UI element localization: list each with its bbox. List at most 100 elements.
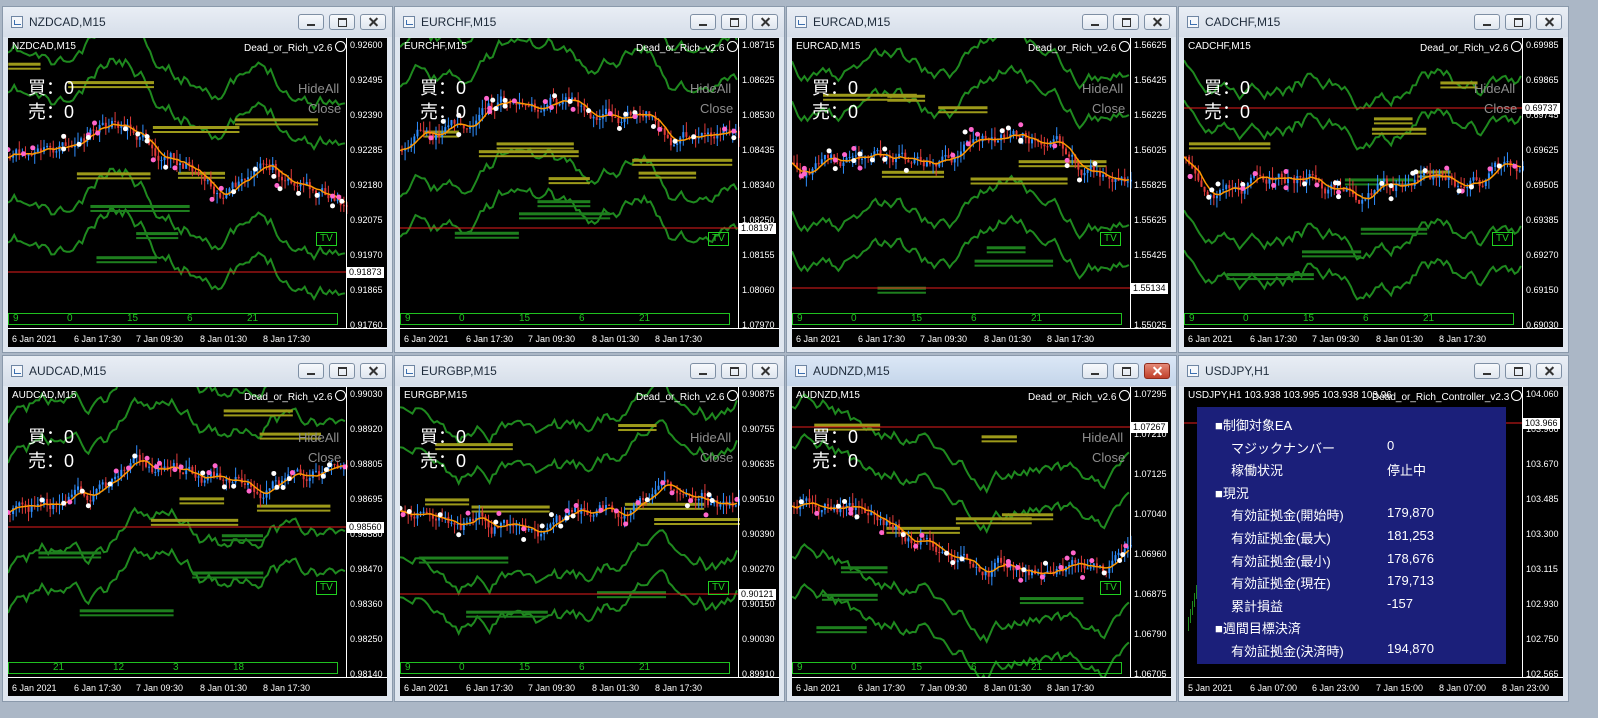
- chart-window[interactable]: CADCHF,M15 CADCHF,M15 Dead_or_Rich_v2.6 買：0…: [1178, 6, 1569, 353]
- hideall-button[interactable]: HideAll: [298, 81, 340, 96]
- close-positions-button[interactable]: Close: [700, 450, 734, 465]
- expert-advisor-label[interactable]: Dead_or_Rich_Controller_v2.3: [1372, 392, 1510, 403]
- price-scale[interactable]: 0.69985 0.69865 0.69745 0.69625 0.69505 0.693…: [1522, 38, 1563, 330]
- close-positions-button[interactable]: Close: [700, 101, 734, 116]
- chart-area[interactable]: EURCHF,M15 Dead_or_Rich_v2.6 買：0 売：0 HideAll…: [400, 38, 779, 347]
- price-scale[interactable]: 0.90875 0.90755 0.90635 0.90510 0.90390 0.902…: [738, 387, 779, 679]
- time-scale[interactable]: 6 Jan 2021 6 Jan 17:30 7 Jan 09:30 8 Jan 01…: [400, 677, 779, 696]
- hideall-button[interactable]: HideAll: [1474, 81, 1516, 96]
- tv-button[interactable]: TV: [316, 232, 337, 246]
- title-bar[interactable]: USDJPY,H1: [1179, 356, 1568, 386]
- tv-button[interactable]: TV: [708, 581, 729, 595]
- chart-window[interactable]: EURCHF,M15 EURCHF,M15 Dead_or_Rich_v2.6 買：0…: [394, 6, 785, 353]
- chart-area[interactable]: EURGBP,M15 Dead_or_Rich_v2.6 買：0 売：0 HideAll…: [400, 387, 779, 696]
- close-window-button[interactable]: [1144, 14, 1170, 30]
- maximize-button[interactable]: [1113, 363, 1139, 379]
- expert-advisor-label[interactable]: Dead_or_Rich_v2.6: [1028, 43, 1117, 54]
- time-scale[interactable]: 6 Jan 2021 6 Jan 17:30 7 Jan 09:30 8 Jan 01…: [400, 328, 779, 347]
- close-positions-button[interactable]: Close: [1092, 101, 1126, 116]
- chart-window[interactable]: EURCAD,M15 EURCAD,M15 Dead_or_Rich_v2.6 買：0…: [786, 6, 1177, 353]
- chart-area[interactable]: AUDCAD,M15 Dead_or_Rich_v2.6 買：0 売：0 HideAll…: [8, 387, 387, 696]
- close-positions-button[interactable]: Close: [1484, 101, 1518, 116]
- plot-area[interactable]: USDJPY,H1 103.938 103.995 103.938 103.96…: [1184, 387, 1524, 677]
- expert-advisor-label[interactable]: Dead_or_Rich_v2.6: [1420, 43, 1509, 54]
- price-scale[interactable]: 0.99030 0.98920 0.98805 0.98695 0.98580 0.984…: [346, 387, 387, 679]
- title-bar[interactable]: NZDCAD,M15: [3, 7, 392, 37]
- minimize-button[interactable]: [1082, 14, 1108, 30]
- minimize-button[interactable]: [1082, 363, 1108, 379]
- close-window-button[interactable]: [360, 363, 386, 379]
- title-bar[interactable]: EURGBP,M15: [395, 356, 784, 386]
- time-scale[interactable]: 6 Jan 2021 6 Jan 17:30 7 Jan 09:30 8 Jan 01…: [1184, 328, 1563, 347]
- close-window-button[interactable]: [1144, 363, 1170, 379]
- price-scale[interactable]: 104.060 103.966 103.670 103.485 103.300 103.1…: [1522, 387, 1563, 679]
- hideall-button[interactable]: HideAll: [298, 430, 340, 445]
- minimize-button[interactable]: [298, 363, 324, 379]
- plot-area[interactable]: NZDCAD,M15 Dead_or_Rich_v2.6 買：0 売：0 HideAll…: [8, 38, 348, 328]
- expert-advisor-label[interactable]: Dead_or_Rich_v2.6: [636, 43, 725, 54]
- title-bar[interactable]: EURCHF,M15: [395, 7, 784, 37]
- chart-window[interactable]: AUDNZD,M15 AUDNZD,M15 Dead_or_Rich_v2.6 買：0…: [786, 355, 1177, 702]
- title-bar[interactable]: EURCAD,M15: [787, 7, 1176, 37]
- plot-area[interactable]: AUDCAD,M15 Dead_or_Rich_v2.6 買：0 売：0 HideAll…: [8, 387, 348, 677]
- maximize-button[interactable]: [1113, 14, 1139, 30]
- expert-advisor-label[interactable]: Dead_or_Rich_v2.6: [244, 43, 333, 54]
- maximize-button[interactable]: [721, 363, 747, 379]
- close-window-button[interactable]: [752, 363, 778, 379]
- hideall-button[interactable]: HideAll: [1082, 430, 1124, 445]
- minimize-button[interactable]: [1474, 363, 1500, 379]
- close-positions-button[interactable]: Close: [1092, 450, 1126, 465]
- maximize-button[interactable]: [329, 14, 355, 30]
- maximize-button[interactable]: [1505, 14, 1531, 30]
- close-positions-button[interactable]: Close: [308, 101, 342, 116]
- plot-area[interactable]: EURCAD,M15 Dead_or_Rich_v2.6 買：0 売：0 HideAll…: [792, 38, 1132, 328]
- chart-window[interactable]: EURGBP,M15 EURGBP,M15 Dead_or_Rich_v2.6 買：0…: [394, 355, 785, 702]
- plot-area[interactable]: EURGBP,M15 Dead_or_Rich_v2.6 買：0 売：0 HideAll…: [400, 387, 740, 677]
- price-scale[interactable]: 0.92600 0.92495 0.92390 0.92285 0.92180 0.920…: [346, 38, 387, 330]
- time-scale[interactable]: 6 Jan 2021 6 Jan 17:30 7 Jan 09:30 8 Jan 01…: [792, 677, 1171, 696]
- price-scale[interactable]: 1.56625 1.56425 1.56225 1.56025 1.55825 1.556…: [1130, 38, 1171, 330]
- close-positions-button[interactable]: Close: [308, 450, 342, 465]
- price-scale[interactable]: 1.08715 1.08625 1.08530 1.08435 1.08340 1.082…: [738, 38, 779, 330]
- minimize-button[interactable]: [1474, 14, 1500, 30]
- title-bar[interactable]: CADCHF,M15: [1179, 7, 1568, 37]
- expert-advisor-label[interactable]: Dead_or_Rich_v2.6: [636, 392, 725, 403]
- time-scale[interactable]: 6 Jan 2021 6 Jan 17:30 7 Jan 09:30 8 Jan 01…: [792, 328, 1171, 347]
- chart-area[interactable]: AUDNZD,M15 Dead_or_Rich_v2.6 買：0 売：0 HideAll…: [792, 387, 1171, 696]
- minimize-button[interactable]: [298, 14, 324, 30]
- tv-button[interactable]: TV: [1100, 232, 1121, 246]
- maximize-button[interactable]: [721, 14, 747, 30]
- chart-area[interactable]: USDJPY,H1 103.938 103.995 103.938 103.96…: [1184, 387, 1563, 696]
- minimize-button[interactable]: [690, 363, 716, 379]
- chart-window[interactable]: AUDCAD,M15 AUDCAD,M15 Dead_or_Rich_v2.6 買：0…: [2, 355, 393, 702]
- plot-area[interactable]: CADCHF,M15 Dead_or_Rich_v2.6 買：0 売：0 HideAll…: [1184, 38, 1524, 328]
- time-scale[interactable]: 5 Jan 2021 6 Jan 07:00 6 Jan 23:00 7 Jan 15…: [1184, 677, 1563, 696]
- tv-button[interactable]: TV: [316, 581, 337, 595]
- chart-area[interactable]: NZDCAD,M15 Dead_or_Rich_v2.6 買：0 売：0 HideAll…: [8, 38, 387, 347]
- plot-area[interactable]: EURCHF,M15 Dead_or_Rich_v2.6 買：0 売：0 HideAll…: [400, 38, 740, 328]
- tv-button[interactable]: TV: [708, 232, 729, 246]
- expert-advisor-label[interactable]: Dead_or_Rich_v2.6: [1028, 392, 1117, 403]
- tv-button[interactable]: TV: [1100, 581, 1121, 595]
- minimize-button[interactable]: [690, 14, 716, 30]
- hideall-button[interactable]: HideAll: [1082, 81, 1124, 96]
- title-bar[interactable]: AUDNZD,M15: [787, 356, 1176, 386]
- hideall-button[interactable]: HideAll: [690, 430, 732, 445]
- hideall-button[interactable]: HideAll: [690, 81, 732, 96]
- expert-advisor-label[interactable]: Dead_or_Rich_v2.6: [244, 392, 333, 403]
- plot-area[interactable]: AUDNZD,M15 Dead_or_Rich_v2.6 買：0 売：0 HideAll…: [792, 387, 1132, 677]
- chart-window[interactable]: NZDCAD,M15 NZDCAD,M15 Dead_or_Rich_v2.6 買：0…: [2, 6, 393, 353]
- close-window-button[interactable]: [752, 14, 778, 30]
- close-window-button[interactable]: [360, 14, 386, 30]
- close-window-button[interactable]: [1536, 14, 1562, 30]
- controller-window[interactable]: USDJPY,H1 USDJPY,H1 103.938 103.995 103.9…: [1178, 355, 1569, 702]
- tv-button[interactable]: TV: [1492, 232, 1513, 246]
- time-scale[interactable]: 6 Jan 2021 6 Jan 17:30 7 Jan 09:30 8 Jan 01…: [8, 677, 387, 696]
- close-window-button[interactable]: [1536, 363, 1562, 379]
- title-bar[interactable]: AUDCAD,M15: [3, 356, 392, 386]
- chart-area[interactable]: EURCAD,M15 Dead_or_Rich_v2.6 買：0 売：0 HideAll…: [792, 38, 1171, 347]
- price-scale[interactable]: 1.07295 1.07210 1.07125 1.07040 1.06960 1.068…: [1130, 387, 1171, 679]
- maximize-button[interactable]: [329, 363, 355, 379]
- chart-area[interactable]: CADCHF,M15 Dead_or_Rich_v2.6 買：0 売：0 HideAll…: [1184, 38, 1563, 347]
- maximize-button[interactable]: [1505, 363, 1531, 379]
